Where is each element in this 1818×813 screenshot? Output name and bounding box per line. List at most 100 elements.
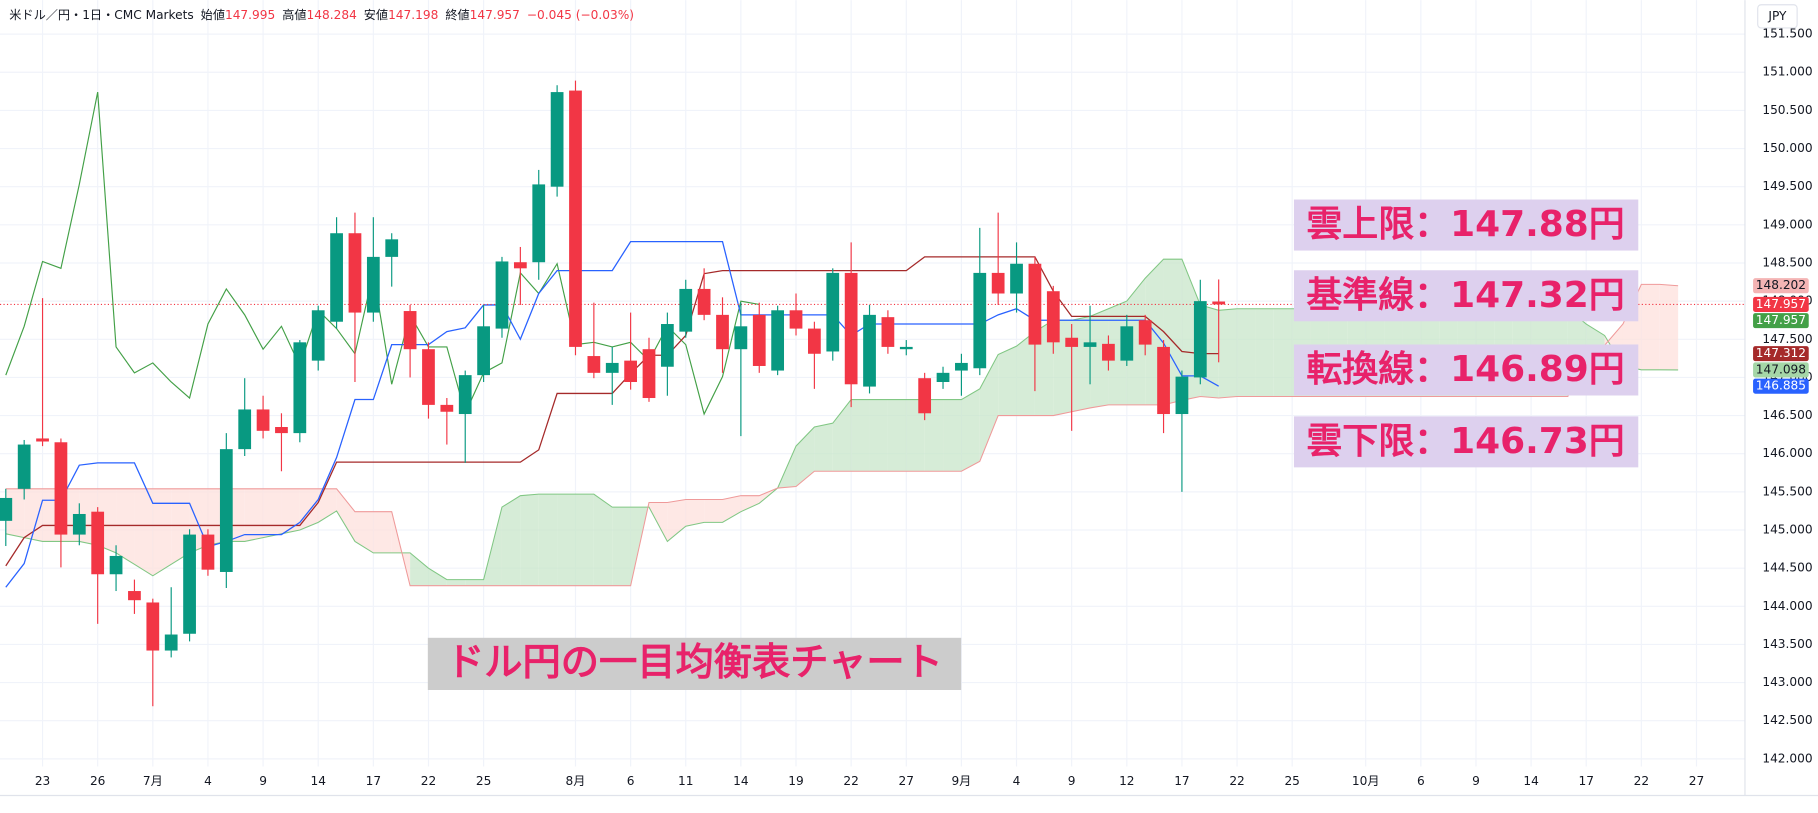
y-tick-label: 143.000	[1762, 675, 1812, 689]
x-tick-label: 8月	[566, 774, 586, 788]
x-tick-label: 7月	[143, 774, 163, 788]
cloud-fill	[152, 488, 172, 576]
annotations: 雲上限：147.88円基準線：147.32円転換線：146.89円雲下限：146…	[1293, 199, 1639, 468]
cloud-fill	[354, 511, 374, 553]
value: 147.995	[225, 8, 275, 22]
cloud-fill	[814, 423, 833, 472]
candle-body	[403, 311, 417, 350]
axis: 142.000 142.500 143.000 143.500 144.000 144.5…	[35, 27, 1813, 788]
cloud-fill	[263, 488, 282, 538]
candle-body	[311, 310, 325, 361]
cloud-fill	[244, 488, 264, 542]
candle-body	[17, 444, 31, 489]
cloud-fill	[1218, 308, 1238, 399]
cloud-fill	[446, 579, 466, 586]
candle-body	[1193, 301, 1207, 378]
candle-body	[973, 272, 987, 369]
candle-body	[91, 511, 105, 575]
chikou-line	[5, 91, 760, 416]
cloud-fill	[1090, 308, 1109, 408]
x-tick-label: 26	[90, 774, 105, 788]
x-tick-label: 9	[1068, 774, 1076, 788]
y-tick-label: 148.500	[1762, 255, 1812, 269]
x-tick-label: 14	[1523, 774, 1539, 788]
x-tick-label: 10月	[1352, 774, 1380, 788]
label: 高値	[282, 7, 306, 22]
candle-body	[1046, 291, 1060, 343]
x-tick-label: 4	[1013, 774, 1021, 788]
x-tick-label: 19	[788, 774, 803, 788]
chart-title: ドル円の一目均衡表チャート	[446, 640, 943, 685]
candle-body	[201, 534, 215, 570]
cloud-fill	[924, 399, 944, 472]
price-badge-label: 147.098	[1756, 362, 1806, 376]
symbol: 米ドル／円・1日・CMC Markets	[9, 8, 193, 22]
cloud-fill	[1237, 308, 1256, 397]
candle-body	[495, 261, 509, 329]
annotation: 転換線：146.89円	[1306, 349, 1624, 390]
price-badge	[1753, 346, 1809, 362]
candle-body	[109, 555, 123, 575]
candle-body	[605, 362, 619, 373]
x-tick-label: 23	[35, 774, 50, 788]
candle-body	[936, 372, 950, 382]
value: 147.957	[470, 8, 520, 22]
candle-body	[991, 272, 1005, 294]
cloud-fill	[373, 511, 392, 553]
candle-body	[1175, 376, 1189, 415]
y-tick-label: 147.500	[1762, 332, 1812, 346]
x-tick-label: 22	[421, 774, 436, 788]
candle-body	[36, 438, 49, 442]
y-tick-label: 143.500	[1762, 637, 1812, 651]
cloud-fill	[887, 399, 907, 472]
cloud-fill	[906, 399, 925, 472]
x-tick-label: 4	[204, 774, 212, 788]
value: 148.284	[307, 8, 358, 22]
candle-body	[752, 314, 766, 366]
cloud-fill	[538, 494, 558, 586]
cloud-fill	[722, 495, 741, 523]
x-tick-label: 14	[310, 774, 326, 788]
candle-body	[899, 346, 913, 350]
candle-body	[716, 314, 729, 350]
x-tick-label: 12	[1119, 774, 1134, 788]
candle-body	[1065, 337, 1079, 347]
candle-body	[219, 449, 233, 572]
label: 始値	[201, 7, 225, 22]
price-badge	[1753, 278, 1809, 294]
cloud-fill	[557, 494, 576, 586]
cloud-fill	[410, 552, 429, 586]
annotation-box	[1293, 199, 1639, 251]
candle-body	[532, 184, 546, 263]
y-tick-label: 151.500	[1762, 27, 1812, 41]
cloud-fill	[704, 499, 723, 523]
candle-body	[771, 310, 785, 371]
x-tick-label: 27	[1689, 774, 1704, 788]
cloud-fill	[1126, 278, 1146, 405]
candle-body	[1102, 343, 1115, 361]
candles	[0, 80, 1226, 707]
annotation: 雲下限：146.73円	[1306, 421, 1624, 462]
cloud-fill	[759, 488, 778, 504]
price-badge	[1753, 313, 1809, 329]
currency[interactable]: JPY	[1767, 9, 1787, 23]
candle-body	[366, 256, 380, 313]
x-tick-label: 17	[366, 774, 381, 788]
cloud-fill	[943, 399, 962, 472]
cloud-fill	[520, 494, 539, 586]
cloud-fill	[1586, 324, 1605, 347]
candle-body	[697, 288, 711, 315]
x-tick-label: 27	[899, 774, 914, 788]
candle-body	[0, 497, 13, 521]
candle-body	[826, 272, 840, 352]
cloud-fill	[116, 488, 135, 565]
annotation-box	[1293, 270, 1639, 322]
price-badge	[1753, 362, 1809, 378]
candle-body	[440, 404, 454, 412]
candle-body	[146, 602, 160, 651]
cloud-fill	[667, 499, 686, 542]
candle-body	[128, 591, 141, 601]
currency-box[interactable]	[1757, 4, 1798, 29]
y-tick-label: 150.500	[1762, 103, 1812, 117]
x-tick-label: 22	[1229, 774, 1244, 788]
